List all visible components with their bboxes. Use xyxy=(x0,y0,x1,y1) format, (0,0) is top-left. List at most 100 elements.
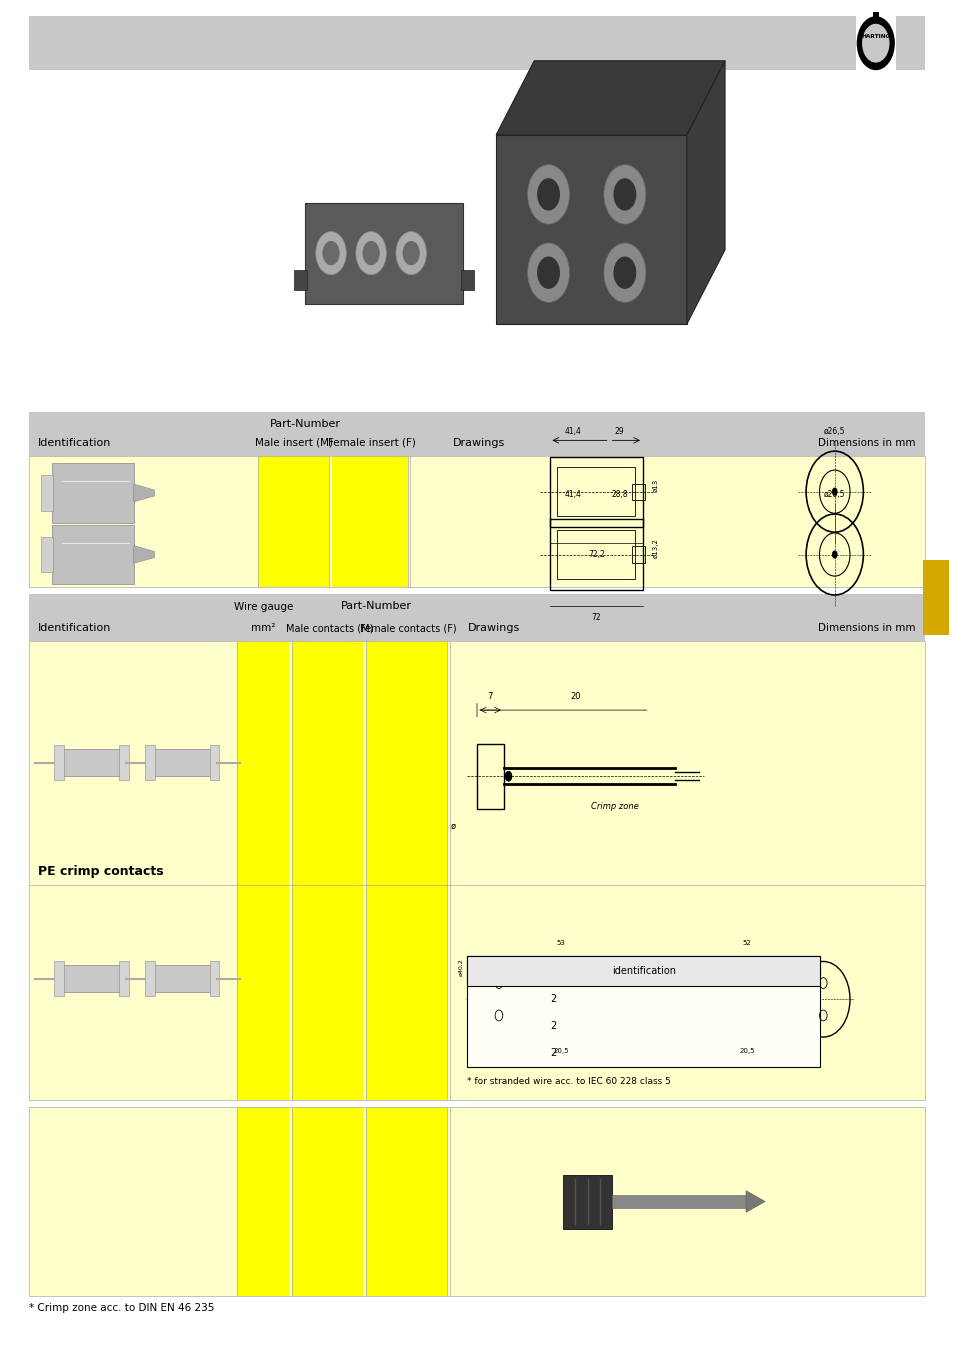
Bar xyxy=(54,745,64,780)
Bar xyxy=(294,270,307,290)
Text: 28,8: 28,8 xyxy=(611,490,627,500)
Circle shape xyxy=(537,256,559,289)
Bar xyxy=(236,641,289,1100)
Text: 41,4: 41,4 xyxy=(564,490,580,500)
Bar xyxy=(52,525,133,585)
Circle shape xyxy=(322,240,339,266)
Bar xyxy=(29,1107,924,1296)
Circle shape xyxy=(613,178,636,211)
Text: 53: 53 xyxy=(556,940,565,946)
Text: * Crimp zone acc. to DIN EN 46 235: * Crimp zone acc. to DIN EN 46 235 xyxy=(29,1303,213,1312)
Text: Crimp zone: Crimp zone xyxy=(591,802,639,811)
Bar xyxy=(525,987,582,1011)
Bar xyxy=(41,475,53,510)
Bar xyxy=(332,456,408,587)
Circle shape xyxy=(355,232,386,275)
Bar xyxy=(119,745,129,780)
Text: HARTING: HARTING xyxy=(861,34,889,39)
Text: Part-Number: Part-Number xyxy=(341,601,412,610)
Bar xyxy=(557,467,635,516)
Text: ø13,2: ø13,2 xyxy=(652,537,658,558)
Text: Female insert (F): Female insert (F) xyxy=(328,437,416,448)
Text: Dimensions in mm: Dimensions in mm xyxy=(818,622,915,633)
Circle shape xyxy=(831,487,837,495)
Text: 41,4: 41,4 xyxy=(564,428,580,436)
Bar xyxy=(145,961,154,996)
Polygon shape xyxy=(496,61,724,135)
Bar xyxy=(467,956,820,1066)
Circle shape xyxy=(315,232,346,275)
Bar xyxy=(236,1107,289,1296)
Bar xyxy=(148,749,216,776)
Text: ø: ø xyxy=(450,822,456,832)
Bar xyxy=(460,270,474,290)
Bar xyxy=(257,456,329,587)
Text: 29: 29 xyxy=(614,428,624,436)
Bar xyxy=(41,537,53,572)
Text: Wire gauge: Wire gauge xyxy=(233,602,293,613)
Text: 2: 2 xyxy=(550,1021,557,1031)
Bar xyxy=(631,483,644,499)
Polygon shape xyxy=(133,485,154,502)
Bar xyxy=(29,641,924,1100)
Bar xyxy=(922,560,948,634)
Bar xyxy=(305,202,462,304)
Text: 7: 7 xyxy=(487,691,493,701)
Bar xyxy=(467,956,820,986)
Bar xyxy=(582,992,620,1006)
Bar xyxy=(557,531,635,579)
Circle shape xyxy=(395,232,426,275)
Text: 20,5: 20,5 xyxy=(739,1048,754,1054)
Text: ø26,5: ø26,5 xyxy=(823,428,844,436)
Text: ø26,5: ø26,5 xyxy=(823,490,844,500)
Circle shape xyxy=(862,24,888,62)
Circle shape xyxy=(527,243,569,302)
Bar xyxy=(549,520,642,590)
Bar xyxy=(292,641,363,1100)
Text: Male contacts (M): Male contacts (M) xyxy=(286,622,374,633)
Bar xyxy=(29,456,924,587)
Bar xyxy=(29,594,924,641)
Bar xyxy=(52,463,133,522)
Text: identification: identification xyxy=(611,965,676,976)
Bar xyxy=(119,961,129,996)
Circle shape xyxy=(504,771,512,782)
Bar xyxy=(612,1195,745,1208)
Bar xyxy=(562,1174,612,1228)
Polygon shape xyxy=(686,61,724,324)
Text: Identification: Identification xyxy=(38,437,112,448)
Text: Male insert (M): Male insert (M) xyxy=(254,437,333,448)
Bar xyxy=(292,1107,363,1296)
Text: Identification: Identification xyxy=(38,622,112,633)
Text: 72,2: 72,2 xyxy=(587,549,604,559)
Bar xyxy=(366,1107,447,1296)
Text: * for stranded wire acc. to IEC 60 228 class 5: * for stranded wire acc. to IEC 60 228 c… xyxy=(467,1077,671,1087)
Text: Female contacts (F): Female contacts (F) xyxy=(359,622,456,633)
Text: Drawings: Drawings xyxy=(467,622,519,633)
Bar xyxy=(145,745,154,780)
Text: 2: 2 xyxy=(550,994,557,1004)
Bar xyxy=(641,987,713,1011)
Text: PE crimp contacts: PE crimp contacts xyxy=(38,865,164,878)
Circle shape xyxy=(362,240,379,266)
Bar xyxy=(29,16,924,70)
Bar xyxy=(496,135,686,324)
Text: mm²: mm² xyxy=(251,622,275,633)
Bar xyxy=(148,965,216,992)
Bar xyxy=(366,641,447,1100)
Text: 20: 20 xyxy=(570,691,580,701)
Bar xyxy=(29,1107,924,1296)
Circle shape xyxy=(856,16,894,70)
Bar xyxy=(631,547,644,563)
Bar xyxy=(29,641,924,1100)
Circle shape xyxy=(831,551,837,559)
Bar xyxy=(713,992,818,1006)
Text: 18: 18 xyxy=(732,956,741,963)
Text: Part-Number: Part-Number xyxy=(270,420,340,429)
Circle shape xyxy=(402,240,419,266)
Polygon shape xyxy=(133,545,154,563)
Text: 72: 72 xyxy=(591,613,600,621)
Text: Drawings: Drawings xyxy=(453,437,505,448)
Bar xyxy=(29,456,924,587)
Text: 29: 29 xyxy=(551,956,560,963)
